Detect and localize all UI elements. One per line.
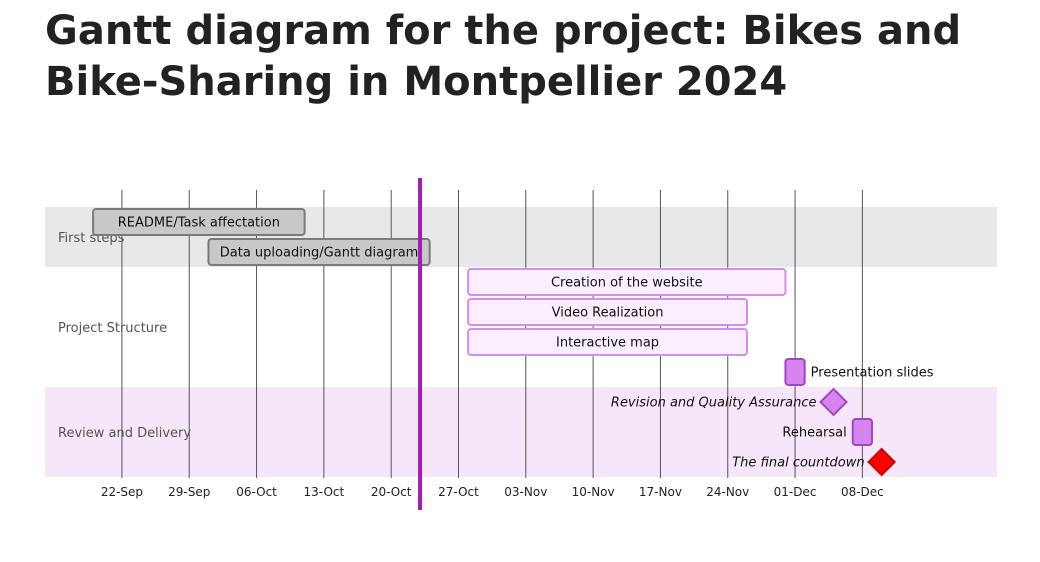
task-label: README/Task affectation: [118, 216, 280, 231]
task-bar: [467, 268, 787, 296]
milestone-marker: [867, 447, 897, 477]
x-tick-label: 06-Oct: [236, 485, 277, 499]
task-bars: README/Task affectation Data uploading/Ga…: [92, 208, 934, 477]
task-label: Rehearsal: [782, 426, 846, 441]
section-label: Review and Delivery: [58, 426, 191, 441]
x-tick-label: 22-Sep: [101, 485, 143, 499]
task-bar: [207, 238, 431, 266]
task-label: Creation of the website: [551, 276, 703, 291]
task-label: Data uploading/Gantt diagram: [220, 246, 419, 261]
task-bar: [784, 358, 806, 386]
task-label: The final countdown: [732, 456, 864, 471]
page-title: Gantt diagram for the project: Bikes and…: [45, 8, 962, 105]
x-tick-label: 13-Oct: [304, 485, 345, 499]
task-label: Revision and Quality Assurance: [611, 396, 817, 411]
task-label: Interactive map: [556, 336, 659, 351]
x-tick-label: 17-Nov: [639, 485, 682, 499]
task-bar: [92, 208, 306, 236]
task-bar: [467, 298, 748, 326]
x-axis-ticks: 22-Sep 29-Sep 06-Oct 13-Oct 20-Oct 27-Oct 03-N…: [101, 485, 884, 499]
x-tick-label: 03-Nov: [504, 485, 547, 499]
x-tick-label: 24-Nov: [706, 485, 749, 499]
x-tick-label: 20-Oct: [371, 485, 412, 499]
milestone-marker: [819, 387, 848, 417]
x-tick-label: 01-Dec: [774, 485, 817, 499]
task-label: Video Realization: [552, 306, 664, 321]
x-tick-label: 10-Nov: [572, 485, 615, 499]
task-bar: [851, 418, 873, 446]
section-label: Project Structure: [58, 321, 167, 336]
x-tick-label: 29-Sep: [168, 485, 210, 499]
x-tick-label: 08-Dec: [841, 485, 884, 499]
task-label: Presentation slides: [811, 366, 934, 381]
task-bar: [467, 328, 748, 356]
x-tick-label: 27-Oct: [438, 485, 479, 499]
